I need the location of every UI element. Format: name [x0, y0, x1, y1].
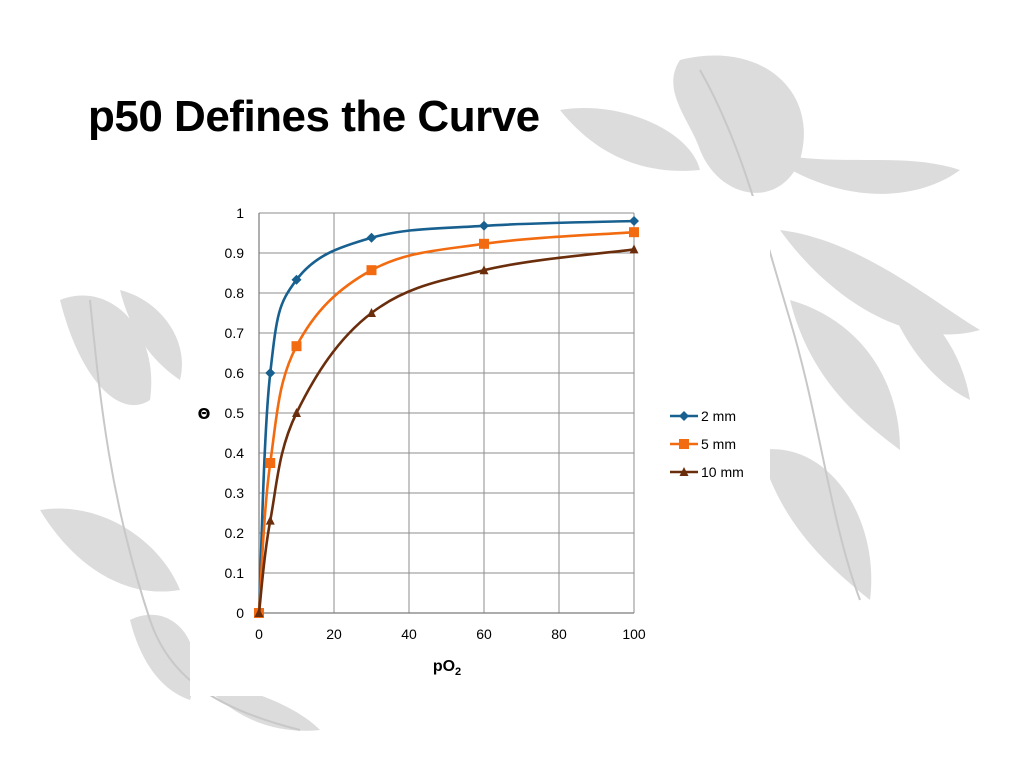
legend-marker: [679, 411, 689, 421]
data-point: [629, 216, 639, 226]
y-tick-label: 0.2: [225, 525, 245, 541]
x-tick-label: 60: [476, 626, 492, 642]
series-line: [257, 219, 635, 614]
y-tick-label: 0.5: [225, 405, 245, 421]
legend-marker: [679, 467, 689, 476]
y-tick-label: 0.3: [225, 485, 245, 501]
legend-label: 5 mm: [701, 436, 736, 452]
series-5-mm: [254, 227, 639, 618]
series-10-mm: [254, 244, 639, 617]
x-tick-label: 100: [622, 626, 646, 642]
data-point: [479, 238, 489, 249]
legend-item: 5 mm: [670, 436, 736, 452]
legend-item: 10 mm: [670, 464, 744, 480]
data-point: [291, 274, 302, 285]
grid-layer: [258, 212, 635, 614]
series-layer: [254, 216, 639, 618]
y-tick-label: 0: [236, 605, 244, 621]
data-point: [254, 608, 264, 617]
y-tick-label: 1: [236, 205, 244, 221]
x-tick-label: 20: [326, 626, 342, 642]
data-point: [265, 515, 275, 525]
data-point: [265, 458, 276, 468]
slide-title: p50 Defines the Curve: [88, 92, 540, 141]
series-line: [257, 230, 635, 614]
series-2-mm: [254, 216, 639, 618]
legend-marker: [679, 439, 689, 449]
data-point: [479, 265, 489, 275]
data-point: [629, 227, 639, 238]
legend-item: 2 mm: [670, 408, 736, 424]
series-line: [257, 248, 635, 614]
legend: 2 mm 5 mm 10 mm: [670, 408, 744, 480]
data-point: [367, 308, 376, 317]
data-point: [292, 408, 301, 417]
x-tick-label: 0: [255, 626, 263, 642]
data-point: [265, 368, 276, 378]
x-axis-label: pO2: [433, 658, 461, 678]
legend-label: 2 mm: [701, 408, 736, 424]
data-point: [479, 220, 489, 231]
y-tick-label: 0.1: [225, 565, 245, 581]
y-tick-label: 0.7: [225, 325, 245, 341]
data-point: [629, 244, 639, 254]
y-axis-label: Θ: [198, 405, 211, 423]
data-point: [366, 265, 377, 276]
axis-layer: 0 0.1 0.2 0.3 0.4 0.5 0.6 0.7 0.8 0.9 1 0 20 40 60 80 10…: [225, 205, 646, 642]
y-tick-label: 0.6: [225, 365, 245, 381]
y-tick-label: 0.8: [225, 285, 245, 301]
x-tick-label: 40: [401, 626, 417, 642]
y-tick-label: 0.4: [225, 445, 245, 461]
x-tick-label: 80: [551, 626, 567, 642]
data-point: [291, 341, 302, 352]
y-tick-label: 0.9: [225, 245, 245, 261]
legend-label: 10 mm: [701, 464, 744, 480]
data-point: [366, 232, 377, 243]
